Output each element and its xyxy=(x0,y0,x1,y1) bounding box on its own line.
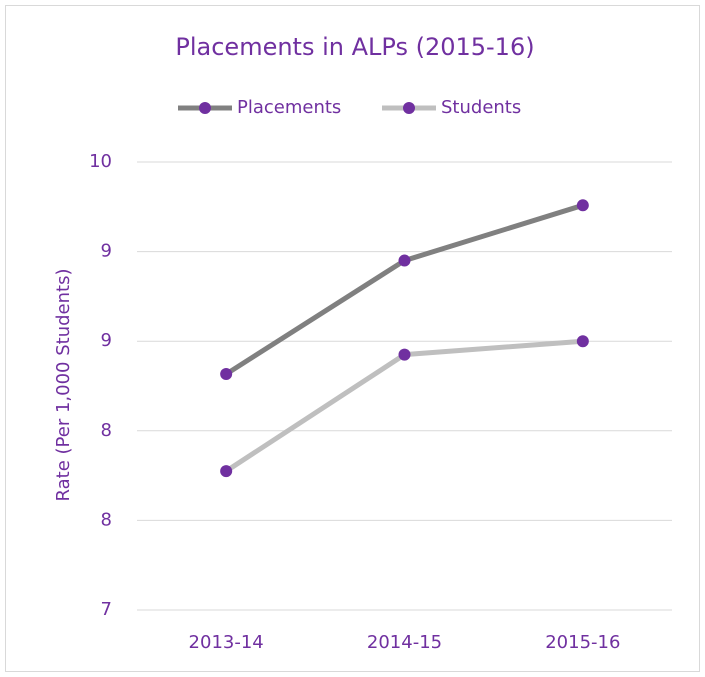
legend-label: Students xyxy=(441,97,521,118)
data-point xyxy=(576,335,589,348)
data-point xyxy=(220,465,233,478)
data-point xyxy=(576,199,589,212)
legend-marker xyxy=(403,102,415,114)
legend-label: Placements xyxy=(237,97,341,118)
y-tick-label: 8 xyxy=(101,509,112,530)
y-tick-label: 10 xyxy=(89,151,112,172)
y-tick-label: 7 xyxy=(101,599,112,620)
x-tick-label: 2013-14 xyxy=(189,632,264,653)
x-tick-label: 2015-16 xyxy=(545,632,620,653)
data-point xyxy=(398,254,411,267)
y-axis-label: Rate (Per 1,000 Students) xyxy=(53,269,74,502)
y-tick-label: 9 xyxy=(101,330,112,351)
data-point xyxy=(220,368,233,381)
data-point xyxy=(398,348,411,361)
y-tick-label: 8 xyxy=(101,420,112,441)
y-tick-label: 9 xyxy=(101,241,112,262)
chart-title: Placements in ALPs (2015-16) xyxy=(175,33,534,61)
x-tick-label: 2014-15 xyxy=(367,632,442,653)
legend-marker xyxy=(199,102,211,114)
